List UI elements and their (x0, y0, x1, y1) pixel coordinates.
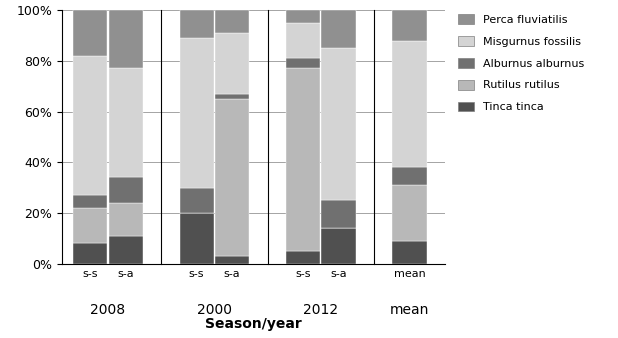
Bar (180, 213, 214, 264)
Bar (392, 241, 426, 264)
Bar (286, 251, 320, 264)
Bar (286, 58, 320, 68)
Bar (73, 56, 107, 195)
Bar (215, 94, 249, 99)
Bar (109, 203, 143, 236)
Legend: Perca fluviatilis, Misgurnus fossilis, Alburnus alburnus, Rutilus rutilus, Tinca: Perca fluviatilis, Misgurnus fossilis, A… (454, 10, 588, 116)
Bar (321, 200, 355, 228)
Bar (215, 99, 249, 256)
Bar (109, 10, 143, 68)
Bar (321, 228, 355, 264)
Bar (215, 33, 249, 94)
Bar (215, 10, 249, 33)
Bar (286, 23, 320, 58)
Bar (321, 48, 355, 200)
Bar (392, 167, 426, 185)
Bar (286, 68, 320, 251)
Bar (180, 10, 214, 38)
Bar (109, 177, 143, 203)
Bar (109, 236, 143, 264)
Bar (109, 68, 143, 177)
Bar (180, 188, 214, 213)
Bar (392, 41, 426, 167)
Text: 2000: 2000 (197, 303, 232, 316)
Bar (73, 195, 107, 208)
Text: 2012: 2012 (303, 303, 338, 316)
Text: mean: mean (390, 303, 429, 316)
Bar (73, 243, 107, 264)
Bar (215, 256, 249, 264)
Bar (73, 10, 107, 56)
X-axis label: Season/year: Season/year (205, 317, 302, 331)
Bar (73, 208, 107, 243)
Bar (321, 10, 355, 48)
Bar (180, 38, 214, 188)
Text: 2008: 2008 (90, 303, 125, 316)
Bar (392, 10, 426, 41)
Bar (392, 185, 426, 241)
Bar (286, 10, 320, 23)
